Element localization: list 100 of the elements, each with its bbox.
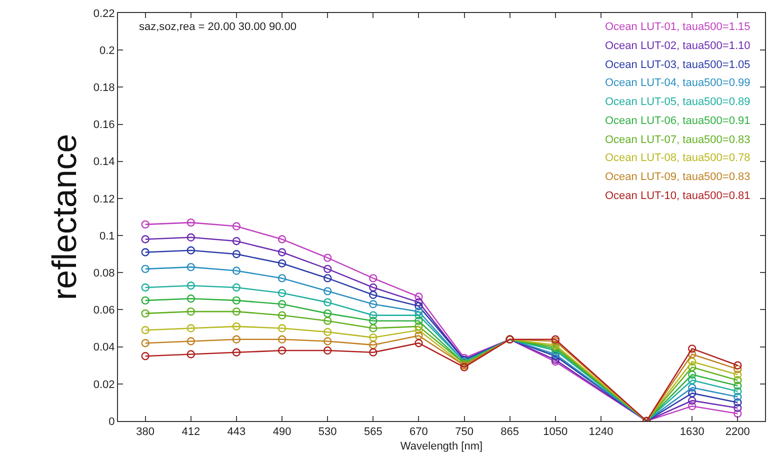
x-tick-label: 1050 xyxy=(543,426,568,438)
x-tick-label: 670 xyxy=(410,426,428,438)
point xyxy=(688,389,696,398)
point xyxy=(414,302,423,310)
point xyxy=(688,358,696,366)
point xyxy=(141,235,150,244)
point xyxy=(323,328,332,336)
point xyxy=(186,350,195,358)
y-tick-label: 0.2 xyxy=(100,44,115,57)
point xyxy=(186,294,195,303)
point xyxy=(688,363,696,372)
point xyxy=(414,339,423,348)
point xyxy=(414,316,423,325)
x-tick-label: 380 xyxy=(136,426,155,438)
point xyxy=(232,296,241,305)
point xyxy=(369,311,378,320)
x-tick-label: 865 xyxy=(500,426,520,438)
point xyxy=(734,361,742,370)
x-tick-label: 443 xyxy=(227,426,246,438)
point xyxy=(186,233,195,242)
point xyxy=(734,364,742,374)
point xyxy=(688,350,696,358)
point xyxy=(141,248,150,256)
y-axis-title: reflectance xyxy=(46,134,84,300)
y-tick-label: 0.16 xyxy=(93,119,115,132)
point xyxy=(232,348,241,356)
point xyxy=(323,346,332,355)
point xyxy=(734,404,742,412)
y-tick-label: 0 xyxy=(108,416,115,428)
point xyxy=(186,324,195,332)
point xyxy=(141,326,150,334)
point xyxy=(323,316,332,325)
point xyxy=(323,264,332,274)
x-tick-label: 750 xyxy=(455,426,474,438)
y-tick-label: 0.1 xyxy=(100,230,115,242)
point xyxy=(414,292,423,301)
y-tick-label: 0.14 xyxy=(93,156,115,168)
point xyxy=(734,376,742,384)
text: Ocean LUT-05, taua500=0.89 xyxy=(605,96,750,108)
point xyxy=(688,370,696,379)
point xyxy=(414,307,423,316)
x-axis-title: Wavelength [nm] xyxy=(400,440,483,452)
point xyxy=(232,307,241,316)
point xyxy=(369,316,378,325)
point xyxy=(141,309,150,318)
text: Ocean LUT-01, taua500=1.15 xyxy=(605,21,750,33)
point xyxy=(141,352,150,360)
point xyxy=(369,340,378,350)
point xyxy=(232,283,241,292)
point xyxy=(734,398,742,407)
point xyxy=(141,264,150,274)
point xyxy=(369,324,378,332)
point xyxy=(186,307,195,316)
text: Ocean LUT-04, taua500=0.99 xyxy=(605,77,750,89)
text: Ocean LUT-03, taua500=1.05 xyxy=(605,59,750,71)
annotation: saz,soz,rea = 20.00 30.00 90.00 xyxy=(139,21,296,33)
x-tick-label: 530 xyxy=(318,426,337,438)
point xyxy=(369,274,378,282)
y-tick-label: 0.22 xyxy=(93,8,115,20)
y-tick-label: 0.04 xyxy=(93,342,115,354)
y-tick-label: 0.02 xyxy=(93,378,115,391)
text: Ocean LUT-10, taua500=0.81 xyxy=(605,190,750,202)
point xyxy=(369,300,378,308)
point xyxy=(232,266,241,275)
point xyxy=(414,322,423,331)
point xyxy=(232,335,241,344)
text: Ocean LUT-09, taua500=0.83 xyxy=(605,171,750,183)
x-tick-label: 490 xyxy=(272,426,292,438)
x-tick-label: 1630 xyxy=(680,426,704,438)
point xyxy=(369,348,378,356)
point xyxy=(278,259,286,268)
x-tick-label: 2200 xyxy=(725,426,750,438)
point xyxy=(232,322,241,331)
text: Ocean LUT-08, taua500=0.78 xyxy=(605,152,750,164)
point xyxy=(186,246,195,254)
text: Ocean LUT-07, taua500=0.83 xyxy=(605,134,750,146)
y-tick-label: 0.06 xyxy=(93,304,115,317)
point xyxy=(688,376,696,384)
point xyxy=(186,337,195,346)
point xyxy=(278,288,286,298)
point xyxy=(688,344,696,353)
x-tick-label: 412 xyxy=(182,426,200,438)
point xyxy=(278,300,286,308)
point xyxy=(688,396,696,405)
point xyxy=(688,384,696,392)
y-tick-label: 0.12 xyxy=(93,193,115,206)
point xyxy=(278,248,286,256)
point xyxy=(278,311,286,320)
point xyxy=(232,250,241,258)
point xyxy=(323,274,332,282)
point xyxy=(323,287,332,296)
point xyxy=(278,274,286,282)
point xyxy=(414,326,423,334)
point xyxy=(323,309,332,318)
point xyxy=(141,283,150,292)
point xyxy=(323,254,332,262)
point xyxy=(278,235,286,244)
text: Ocean LUT-02, taua500=1.10 xyxy=(605,40,750,52)
point xyxy=(278,346,286,355)
point xyxy=(734,370,742,379)
